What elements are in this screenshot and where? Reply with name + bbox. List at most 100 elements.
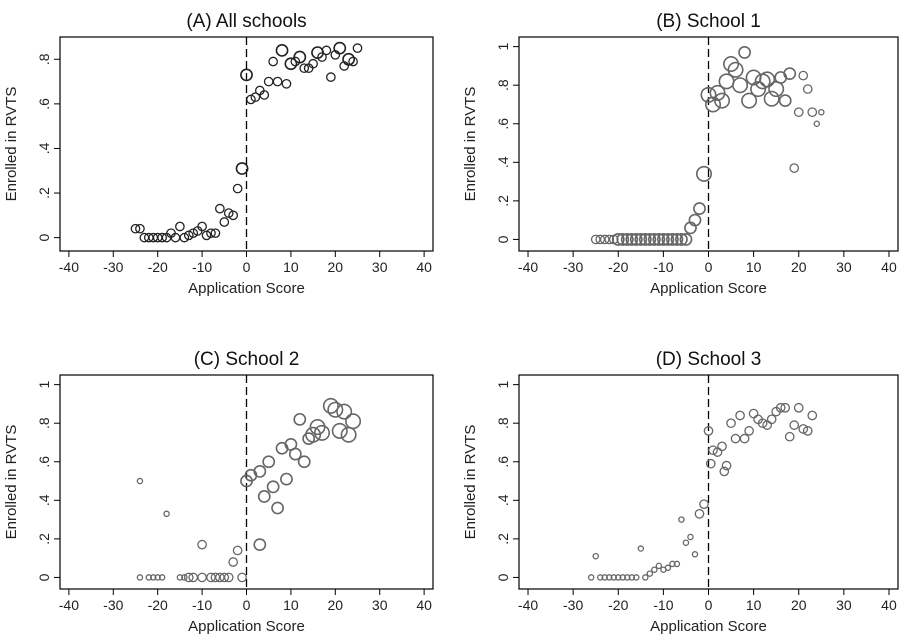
x-tick-label: 40 bbox=[881, 597, 897, 613]
data-point bbox=[158, 574, 166, 581]
data-point bbox=[666, 233, 679, 246]
x-tick-label: 30 bbox=[372, 597, 388, 613]
y-axis-label: Enrolled in RVTS bbox=[462, 425, 479, 540]
data-point bbox=[136, 574, 144, 581]
x-tick-label: -10 bbox=[653, 259, 673, 275]
data-point bbox=[262, 455, 276, 469]
data-point bbox=[807, 107, 818, 118]
x-tick-label: -30 bbox=[563, 259, 583, 275]
data-point bbox=[693, 202, 706, 215]
data-point bbox=[313, 424, 330, 441]
data-point bbox=[675, 233, 688, 246]
y-tick-label: .4 bbox=[495, 156, 511, 168]
data-point bbox=[717, 441, 727, 452]
data-point bbox=[647, 233, 661, 246]
data-point bbox=[259, 90, 270, 100]
data-point bbox=[744, 426, 754, 436]
data-point bbox=[705, 458, 716, 469]
data-point bbox=[331, 422, 348, 439]
data-point bbox=[215, 203, 225, 214]
y-tick-label: .2 bbox=[36, 533, 52, 545]
x-axis-label: Application Score bbox=[650, 280, 767, 297]
y-axis-label: Enrolled in RVTS bbox=[462, 87, 479, 202]
data-point bbox=[703, 426, 714, 436]
data-point bbox=[688, 213, 702, 227]
data-point bbox=[179, 232, 190, 243]
plot-frame bbox=[518, 36, 899, 252]
plot-frame bbox=[518, 374, 899, 590]
data-point bbox=[798, 70, 809, 81]
y-tick-label: .8 bbox=[36, 53, 52, 65]
x-tick-label: -30 bbox=[103, 597, 123, 613]
data-point bbox=[652, 233, 666, 246]
data-point bbox=[726, 418, 736, 429]
data-point bbox=[721, 460, 732, 471]
x-tick-label: -40 bbox=[518, 259, 538, 275]
x-tick-label: 20 bbox=[328, 259, 344, 275]
data-point bbox=[741, 92, 758, 109]
y-tick-label: 0 bbox=[36, 573, 52, 581]
y-tick-label: .2 bbox=[36, 187, 52, 199]
data-point bbox=[643, 233, 657, 246]
panel-title: (D) School 3 bbox=[656, 349, 762, 370]
x-tick-label: 40 bbox=[881, 259, 897, 275]
data-point bbox=[219, 217, 230, 227]
data-point bbox=[708, 445, 718, 456]
data-point bbox=[678, 516, 685, 523]
data-point bbox=[157, 232, 167, 243]
plot-frame bbox=[59, 36, 434, 252]
data-point bbox=[309, 419, 326, 436]
data-point bbox=[793, 107, 804, 118]
data-point bbox=[664, 564, 672, 572]
data-point bbox=[620, 233, 634, 246]
data-point bbox=[766, 414, 777, 425]
data-point bbox=[228, 210, 239, 221]
data-point bbox=[709, 84, 726, 101]
data-point bbox=[219, 572, 230, 583]
data-point bbox=[235, 162, 249, 175]
data-point bbox=[624, 574, 631, 581]
data-point bbox=[210, 228, 221, 239]
data-point bbox=[240, 68, 253, 82]
data-point bbox=[687, 533, 694, 541]
data-point bbox=[673, 560, 681, 568]
x-tick-label: -10 bbox=[192, 259, 212, 275]
x-tick-label: 10 bbox=[283, 597, 299, 613]
panel-title: (B) School 1 bbox=[656, 11, 761, 32]
data-point bbox=[628, 574, 636, 581]
data-point bbox=[778, 94, 792, 108]
data-point bbox=[691, 551, 699, 558]
data-point bbox=[634, 233, 648, 246]
data-point bbox=[348, 56, 358, 67]
y-tick-label: 1 bbox=[495, 43, 511, 51]
data-point bbox=[149, 574, 157, 581]
data-point bbox=[284, 57, 298, 71]
data-point bbox=[802, 426, 813, 436]
y-tick-label: 0 bbox=[36, 234, 52, 242]
data-point bbox=[705, 96, 722, 113]
data-point bbox=[669, 560, 676, 568]
data-point bbox=[253, 464, 267, 478]
data-point bbox=[700, 86, 717, 103]
data-point bbox=[154, 574, 161, 581]
data-point bbox=[619, 574, 627, 581]
data-point bbox=[793, 402, 804, 413]
y-tick-label: .4 bbox=[36, 494, 52, 506]
y-tick-label: 0 bbox=[495, 573, 511, 581]
data-point bbox=[611, 233, 625, 246]
data-point bbox=[735, 410, 745, 421]
x-tick-label: -10 bbox=[653, 597, 673, 613]
x-tick-label: 20 bbox=[791, 259, 807, 275]
data-point bbox=[293, 50, 307, 64]
data-point bbox=[592, 552, 599, 560]
x-axis-label: Application Score bbox=[188, 280, 305, 297]
data-point bbox=[228, 557, 239, 567]
data-point bbox=[642, 574, 649, 581]
data-point bbox=[813, 120, 821, 128]
x-tick-label: 0 bbox=[243, 259, 251, 275]
x-tick-label: 40 bbox=[416, 597, 432, 613]
data-point bbox=[297, 455, 311, 469]
data-point bbox=[197, 221, 207, 232]
